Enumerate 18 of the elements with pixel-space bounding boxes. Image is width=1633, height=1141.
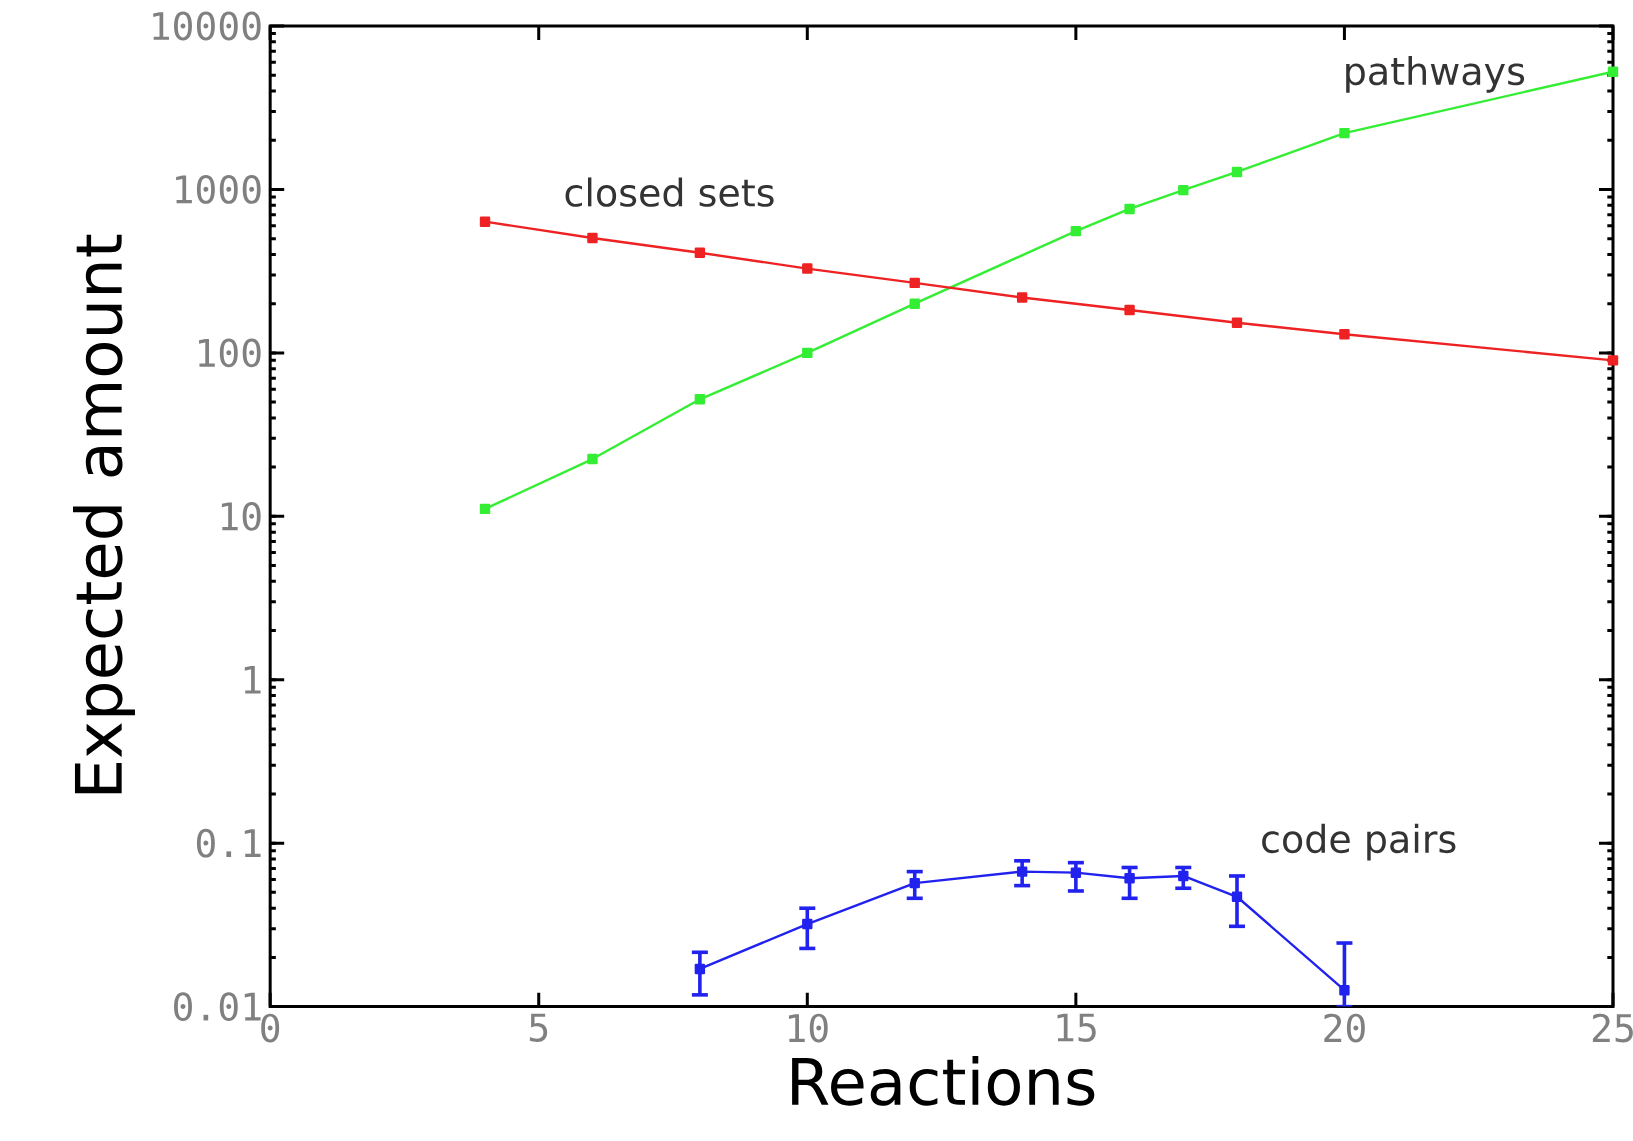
x-tick-label: 5: [529, 1013, 548, 1043]
y-tick-label: 10: [221, 502, 261, 531]
series-label: pathways: [1346, 56, 1525, 93]
y-tick-label: 0.01: [174, 992, 261, 1022]
x-tick-label: 0: [261, 1013, 280, 1043]
y-tick-label: 1: [244, 666, 261, 694]
series-label: closed sets: [565, 177, 774, 208]
y-tick-label: 100: [199, 338, 261, 368]
x-tick-label: 20: [1324, 1013, 1365, 1043]
y-axis-title: Expected amount: [73, 234, 135, 794]
y-tick-label: 0.1: [196, 828, 261, 858]
x-tick-label: 25: [1592, 1013, 1633, 1043]
y-tick-label: 10000: [153, 11, 261, 41]
y-tick-label: 1000: [176, 175, 261, 204]
series-label: code pairs: [1262, 823, 1456, 861]
x-axis-title: Reactions: [792, 1056, 1095, 1106]
x-tick-label: 10: [788, 1013, 828, 1043]
x-tick-label: 15: [1057, 1013, 1096, 1043]
